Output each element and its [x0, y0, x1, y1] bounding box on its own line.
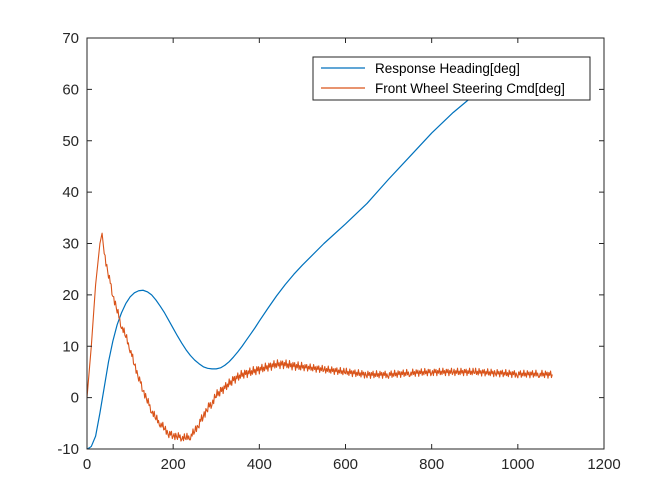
legend: Response Heading[deg] Front Wheel Steerin… [312, 56, 591, 101]
y-tick-label: 60 [62, 81, 79, 98]
legend-label: Front Wheel Steering Cmd[deg] [375, 81, 565, 96]
x-tick-label: 600 [333, 456, 358, 473]
x-tick-label: 1000 [501, 456, 534, 473]
series-line-front-wheel-steering-cmd [86, 232, 553, 442]
series-line-response-heading [86, 88, 523, 450]
y-tick-label: 30 [62, 236, 79, 253]
x-tick-label: 1200 [587, 456, 620, 473]
y-tick-label: 70 [62, 30, 79, 47]
y-tick-label: 50 [62, 133, 79, 150]
y-tick-label: 40 [62, 184, 79, 201]
y-tick-label: 20 [62, 287, 79, 304]
legend-box [312, 56, 591, 101]
x-tick-label: 200 [161, 456, 186, 473]
x-tick-label: 400 [247, 456, 272, 473]
series-layer [86, 88, 553, 450]
y-tick-label: 10 [62, 338, 79, 355]
y-tick-label: 0 [71, 390, 79, 407]
plot-area [87, 38, 604, 449]
legend-label: Response Heading[deg] [375, 61, 520, 76]
x-tick-label: 800 [419, 456, 444, 473]
y-tick-label: -10 [57, 441, 79, 458]
x-tick-label: 0 [83, 456, 91, 473]
